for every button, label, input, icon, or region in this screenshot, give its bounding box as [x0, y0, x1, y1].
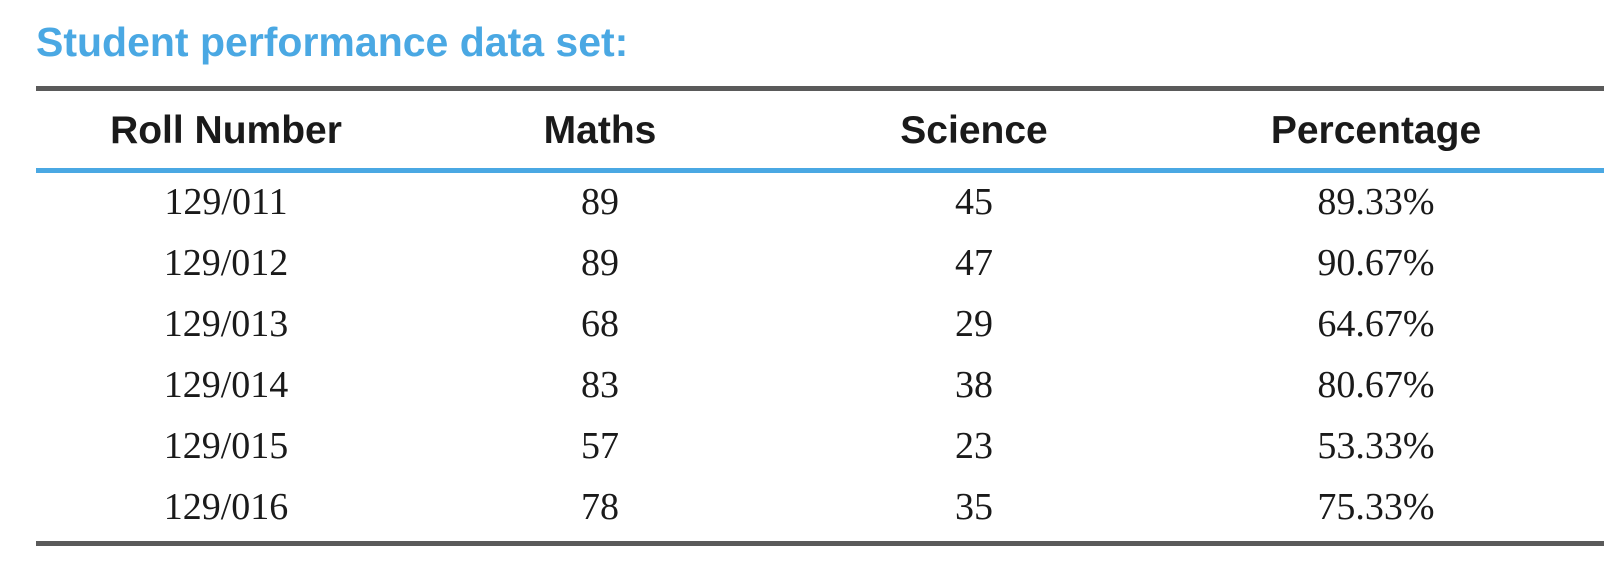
- column-header-science: Science: [900, 109, 1048, 152]
- cell-science: 35: [955, 486, 993, 528]
- cell-percentage: 90.67%: [1317, 242, 1435, 284]
- table-top-rule: [36, 86, 1604, 91]
- table-body: 129/011 89 45 89.33% 129/012 89 47 90.67…: [36, 174, 1604, 540]
- column-header-roll-number: Roll Number: [110, 109, 342, 152]
- column-header-maths: Maths: [543, 109, 657, 152]
- table-row: 129/015 57 23 53.33%: [36, 418, 1604, 479]
- table-row: 129/011 89 45 89.33%: [36, 174, 1604, 235]
- cell-percentage: 53.33%: [1317, 425, 1435, 467]
- cell-roll-number: 129/011: [164, 181, 288, 223]
- cell-roll-number: 129/016: [163, 486, 289, 528]
- cell-science: 29: [955, 303, 993, 345]
- table-header-rule: [36, 168, 1604, 173]
- cell-maths: 89: [581, 181, 619, 223]
- cell-maths: 68: [581, 303, 619, 345]
- cell-percentage: 75.33%: [1317, 486, 1435, 528]
- cell-roll-number: 129/012: [163, 242, 289, 284]
- cell-maths: 83: [581, 364, 619, 406]
- table-title: Student performance data set:: [36, 19, 629, 65]
- cell-science: 38: [955, 364, 993, 406]
- column-header-percentage: Percentage: [1270, 109, 1482, 152]
- table-bottom-rule: [36, 541, 1604, 546]
- cell-science: 47: [955, 242, 993, 284]
- cell-maths: 89: [581, 242, 619, 284]
- cell-percentage: 89.33%: [1317, 181, 1435, 223]
- cell-roll-number: 129/014: [163, 364, 289, 406]
- cell-science: 23: [955, 425, 993, 467]
- cell-roll-number: 129/013: [163, 303, 289, 345]
- table-header-row: Roll Number Maths Science Percentage: [36, 103, 1604, 161]
- cell-roll-number: 129/015: [163, 425, 289, 467]
- cell-percentage: 64.67%: [1317, 303, 1435, 345]
- table-row: 129/016 78 35 75.33%: [36, 479, 1604, 540]
- cell-science: 45: [955, 181, 993, 223]
- cell-maths: 78: [581, 486, 619, 528]
- cell-maths: 57: [581, 425, 619, 467]
- table-row: 129/012 89 47 90.67%: [36, 235, 1604, 296]
- cell-percentage: 80.67%: [1317, 364, 1435, 406]
- table-row: 129/014 83 38 80.67%: [36, 357, 1604, 418]
- table-row: 129/013 68 29 64.67%: [36, 296, 1604, 357]
